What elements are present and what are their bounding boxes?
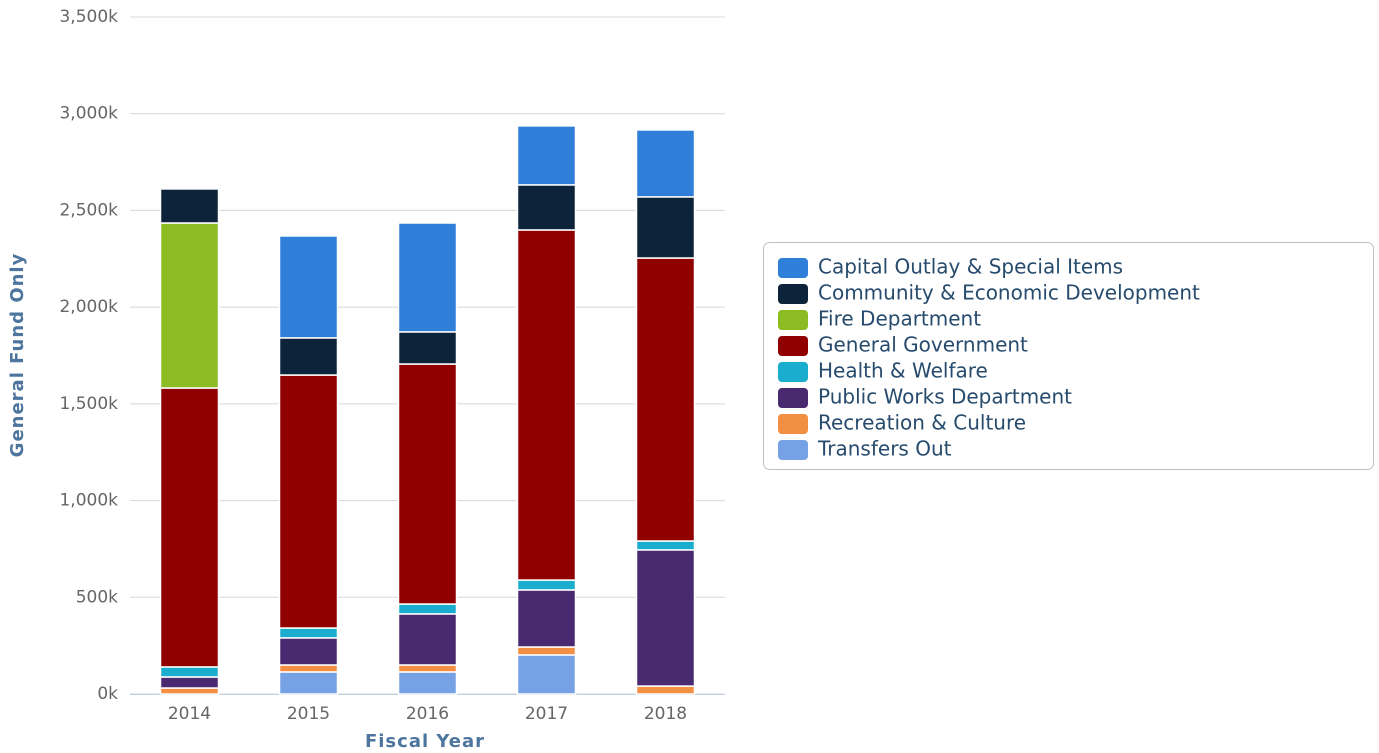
bar-segment <box>516 646 577 656</box>
bar-segment <box>635 540 696 551</box>
y-axis-title: General Fund Only <box>7 253 28 458</box>
bar-segment <box>516 229 577 581</box>
bar-segment <box>278 637 339 666</box>
bar-segment <box>278 664 339 673</box>
bar-segment <box>278 374 339 629</box>
bar-segment <box>159 687 220 695</box>
bar-segment <box>635 549 696 687</box>
legend-box <box>763 242 1374 470</box>
legend-label: Community & Economic Development <box>818 281 1200 305</box>
bar-segment <box>159 188 220 224</box>
bar-segment <box>635 196 696 259</box>
x-tick-label: 2015 <box>287 704 330 724</box>
bar-segment <box>397 222 458 333</box>
x-tick-label: 2017 <box>525 704 568 724</box>
legend-label: Recreation & Culture <box>818 411 1026 435</box>
x-tick-label: 2014 <box>168 704 211 724</box>
x-tick-label: 2016 <box>406 704 449 724</box>
y-tick-label: 2,000k <box>59 297 118 317</box>
legend-swatch <box>778 362 808 382</box>
bar-segment <box>635 129 696 198</box>
legend-label: Health & Welfare <box>818 359 988 383</box>
bar-segment <box>278 337 339 376</box>
legend-swatch <box>778 336 808 356</box>
legend-label: Public Works Department <box>818 385 1072 409</box>
bar-segment <box>397 603 458 615</box>
y-tick-label: 2,500k <box>59 200 118 220</box>
legend-label: General Government <box>818 333 1028 357</box>
legend-swatch <box>778 310 808 330</box>
bar-segment <box>635 685 696 695</box>
y-tick-label: 3,000k <box>59 104 118 124</box>
legend-label: Capital Outlay & Special Items <box>818 255 1123 279</box>
y-tick-label: 500k <box>76 587 118 607</box>
bar-segment <box>516 579 577 591</box>
x-tick-label: 2018 <box>644 704 687 724</box>
legend-label: Transfers Out <box>817 437 952 461</box>
bar-segment <box>635 257 696 542</box>
legend-swatch <box>778 414 808 434</box>
legend-swatch <box>778 258 808 278</box>
legend-swatch <box>778 440 808 460</box>
bar-segment <box>397 613 458 666</box>
y-tick-label: 1,000k <box>59 491 118 511</box>
bar-segment <box>397 331 458 365</box>
y-tick-label: 1,500k <box>59 394 118 414</box>
bar-segment <box>278 671 339 695</box>
bar-segment <box>397 363 458 605</box>
legend-label: Fire Department <box>818 307 981 331</box>
bar-segment <box>516 184 577 231</box>
bar-segment <box>159 666 220 678</box>
bar-segment <box>516 589 577 648</box>
bar-segment <box>278 627 339 639</box>
bar-segment <box>159 387 220 668</box>
bar-segment <box>516 654 577 695</box>
bar-segment <box>397 664 458 673</box>
y-tick-label: 0k <box>97 684 118 704</box>
bar-segment <box>278 235 339 339</box>
y-tick-label: 3,500k <box>59 7 118 27</box>
bar-segment <box>159 222 220 389</box>
x-axis-title: Fiscal Year <box>365 731 485 752</box>
bar-segment <box>516 125 577 186</box>
legend-swatch <box>778 284 808 304</box>
legend-swatch <box>778 388 808 408</box>
bar-segment <box>397 671 458 695</box>
bar-segment <box>159 676 220 689</box>
